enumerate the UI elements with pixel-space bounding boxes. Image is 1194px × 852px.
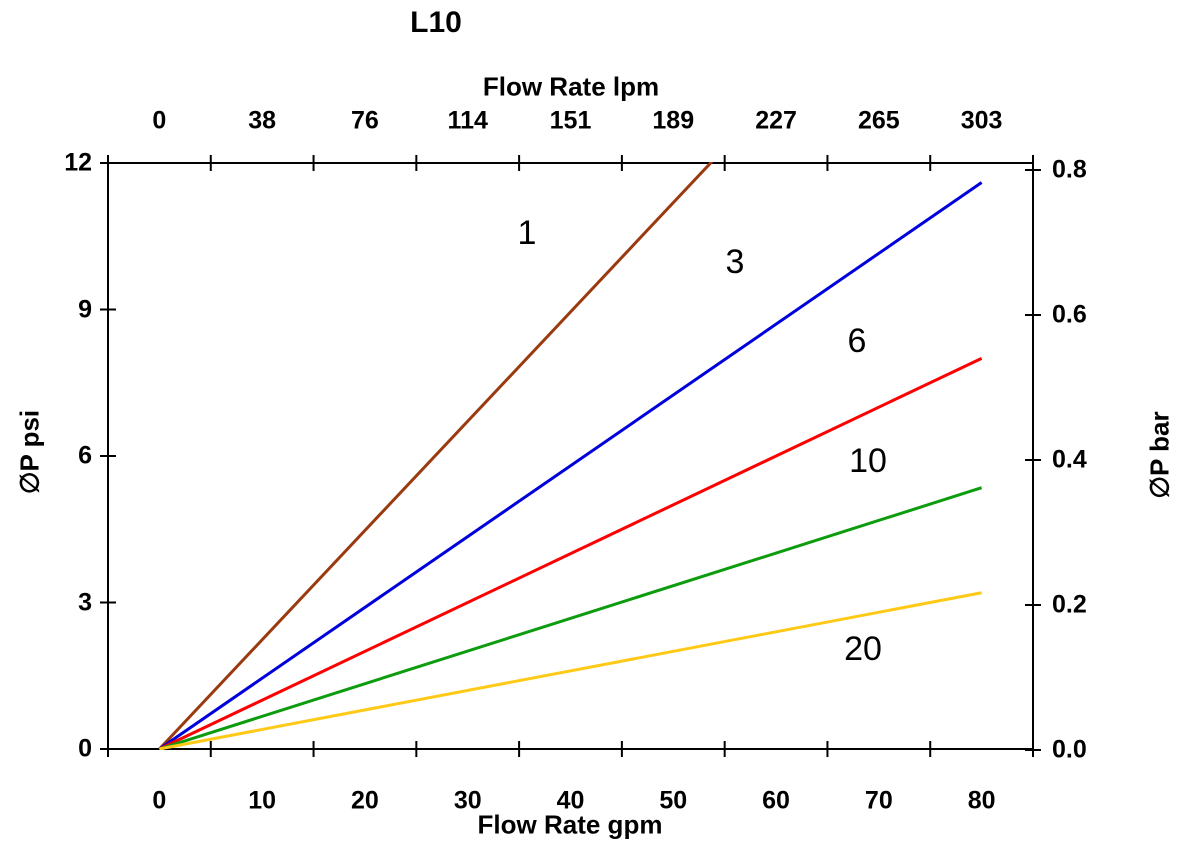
x-top-tick-label: 0 xyxy=(152,106,167,135)
x-bottom-tick-label: 50 xyxy=(659,786,688,815)
x-top-tick-label: 151 xyxy=(549,106,592,135)
x-bottom-tick-label: 60 xyxy=(762,786,790,815)
x-bottom-tick-label: 20 xyxy=(351,786,379,815)
x-top-tick-label: 265 xyxy=(857,106,900,135)
y-right-tick-label: 0.6 xyxy=(1052,300,1087,329)
x-top-tick-label: 303 xyxy=(960,106,1003,135)
series-label-1-micron: 1 xyxy=(517,214,537,252)
y-right-tick-label: 0.4 xyxy=(1052,445,1087,474)
series-label-3-micron: 3 xyxy=(725,243,745,281)
x-top-tick-label: 114 xyxy=(447,106,488,135)
x-bottom-tick-label: 0 xyxy=(152,786,167,815)
series-line-3-micron xyxy=(158,181,983,750)
y-right-tick-label: 0.0 xyxy=(1052,735,1087,764)
x-axis-bottom-title: Flow Rate gpm xyxy=(477,809,663,840)
x-top-tick-label: 227 xyxy=(755,106,797,135)
y-left-tick-label: 3 xyxy=(78,588,92,616)
chart-title: L10 xyxy=(410,6,462,39)
series-label-10-micron: 10 xyxy=(849,442,887,480)
x-top-tick-label: 76 xyxy=(351,106,379,135)
series-label-20-micron: 20 xyxy=(844,630,882,668)
series-line-10-micron xyxy=(158,486,983,750)
y-right-tick-label: 0.8 xyxy=(1052,155,1087,184)
x-bottom-tick-label: 30 xyxy=(453,786,482,815)
x-bottom-tick-label: 70 xyxy=(864,786,893,815)
x-bottom-tick-label: 10 xyxy=(248,786,277,815)
series-line-20-micron xyxy=(159,591,982,750)
y-left-tick-label: 6 xyxy=(78,441,92,470)
x-bottom-tick-label: 80 xyxy=(967,786,996,815)
x-bottom-tick-label: 40 xyxy=(556,786,585,815)
x-top-tick-label: 38 xyxy=(248,106,277,135)
series-line-6-micron xyxy=(158,356,983,750)
series-label-6-micron: 6 xyxy=(847,322,867,360)
y-left-tick-label: 12 xyxy=(64,148,92,177)
x-axis-top-title: Flow Rate lpm xyxy=(482,71,660,102)
plot-border xyxy=(107,162,1034,750)
y-right-tick-label: 0.2 xyxy=(1052,590,1087,619)
x-top-tick-label: 189 xyxy=(652,106,695,135)
y-left-tick-label: 0 xyxy=(78,734,92,763)
y-left-tick-label: 9 xyxy=(78,295,92,323)
series-line-1-micron xyxy=(158,162,714,750)
